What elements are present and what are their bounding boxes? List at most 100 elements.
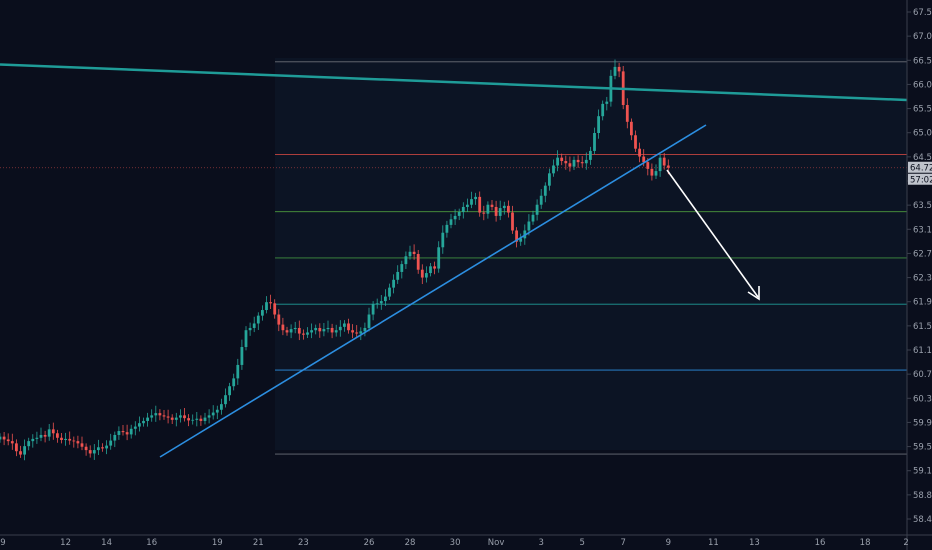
candle xyxy=(146,412,149,427)
candle xyxy=(281,317,285,336)
x-tick-label: 23 xyxy=(298,538,309,548)
countdown-tag: 57:02 xyxy=(908,173,932,186)
candle xyxy=(650,163,654,181)
candle xyxy=(630,118,633,141)
candle xyxy=(453,209,457,225)
x-tick-label: Nov xyxy=(488,538,505,548)
price-axis[interactable]: 67.5067.0066.5066.0065.5065.0064.5064.00… xyxy=(907,8,932,525)
x-tick-label: 19 xyxy=(212,538,223,548)
candle xyxy=(232,373,236,391)
candle xyxy=(248,322,252,336)
candle xyxy=(207,409,211,424)
candle xyxy=(162,409,166,420)
candle xyxy=(43,430,47,443)
candle xyxy=(125,424,129,441)
y-tick-label: 65.00 xyxy=(913,129,932,139)
candle xyxy=(490,200,494,211)
candle xyxy=(400,260,404,279)
candle xyxy=(35,431,39,444)
candle xyxy=(576,155,580,168)
candle xyxy=(507,200,510,218)
candle xyxy=(457,208,461,221)
candle xyxy=(220,398,223,415)
candle xyxy=(589,146,592,165)
y-tick-label: 66.50 xyxy=(913,56,932,66)
candle xyxy=(593,127,596,155)
candle xyxy=(256,312,260,330)
candle xyxy=(425,266,428,283)
candle xyxy=(191,414,195,425)
candle xyxy=(601,100,605,121)
candle xyxy=(187,414,190,427)
candle xyxy=(334,324,338,337)
candle xyxy=(211,405,215,420)
candle xyxy=(560,153,564,166)
y-tick-label: 60.30 xyxy=(913,394,932,404)
candle xyxy=(416,249,420,274)
y-tick-label: 60.70 xyxy=(913,370,932,380)
x-tick-label: 21 xyxy=(253,538,264,548)
candle xyxy=(244,326,248,351)
x-tick-label: 5 xyxy=(579,538,584,548)
candle xyxy=(265,296,268,314)
candle xyxy=(568,156,572,172)
candle xyxy=(384,289,387,307)
candle xyxy=(183,407,186,422)
support-trendline[interactable] xyxy=(159,124,707,458)
x-tick-label: 26 xyxy=(364,538,375,548)
candle xyxy=(203,412,207,425)
candle xyxy=(289,324,293,339)
candle xyxy=(199,415,203,426)
candle xyxy=(261,305,264,321)
y-tick-label: 63.50 xyxy=(913,201,932,211)
x-tick-label: 28 xyxy=(405,538,416,548)
candle xyxy=(97,439,100,456)
candle xyxy=(240,339,244,370)
candle xyxy=(121,424,125,436)
candle xyxy=(23,439,26,461)
candle xyxy=(412,244,416,260)
candle xyxy=(597,109,600,139)
y-tick-label: 62.70 xyxy=(913,249,932,259)
candle xyxy=(482,205,486,221)
candle xyxy=(2,431,6,446)
candle xyxy=(142,417,145,427)
candle xyxy=(420,264,424,285)
candle xyxy=(297,320,301,341)
candle xyxy=(617,62,621,78)
candle xyxy=(133,421,137,436)
candle xyxy=(445,220,449,238)
candle xyxy=(109,433,113,450)
candle xyxy=(441,225,445,254)
candle xyxy=(379,295,383,310)
y-tick-label: 63.10 xyxy=(913,225,932,235)
time-axis[interactable]: 9 12 14 16 19 21 23 26 28 30 Nov 3 5 7 9 11 13 16 18 2 xyxy=(0,538,909,548)
candle xyxy=(129,424,133,439)
candle xyxy=(404,251,408,270)
candle xyxy=(396,265,400,284)
candle xyxy=(474,192,477,205)
x-tick-label: 18 xyxy=(860,538,871,548)
candle xyxy=(302,329,305,340)
x-tick-label: 14 xyxy=(101,538,112,548)
candle xyxy=(179,409,182,423)
candle xyxy=(19,445,22,458)
candle xyxy=(388,283,391,300)
resistance-trendline[interactable] xyxy=(0,63,908,102)
candle xyxy=(613,59,617,80)
candle xyxy=(0,433,2,443)
candle xyxy=(351,324,354,339)
candle xyxy=(228,382,231,401)
candle xyxy=(461,202,465,219)
candle xyxy=(580,156,584,168)
last-price-tag: 64.72 xyxy=(908,161,932,174)
candle xyxy=(92,444,96,460)
projection-arrow[interactable] xyxy=(666,169,759,298)
candle xyxy=(543,182,547,203)
candle xyxy=(584,152,588,170)
y-tick-label: 59.90 xyxy=(913,418,932,428)
candle xyxy=(113,431,117,448)
candle xyxy=(72,436,76,448)
y-tick-label: 64.50 xyxy=(913,153,932,163)
